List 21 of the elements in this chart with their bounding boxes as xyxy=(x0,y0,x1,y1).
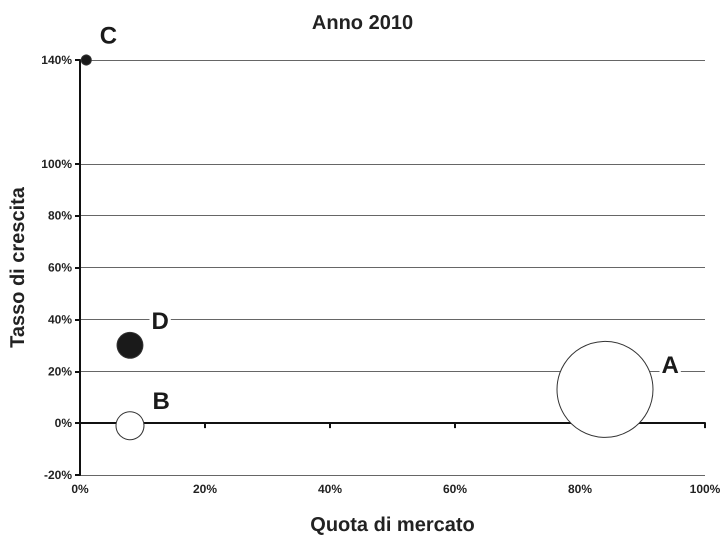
y-axis-title: Tasso di crescita xyxy=(7,186,29,348)
y-tick-label: 0% xyxy=(54,416,72,430)
series-label: C xyxy=(100,22,118,50)
x-tick-label: 100% xyxy=(690,482,721,496)
x-axis-title: Quota di mercato xyxy=(310,514,475,536)
y-tick-label: 40% xyxy=(48,312,72,326)
y-tick-label: 140% xyxy=(41,53,72,67)
series-label: D xyxy=(151,308,169,335)
series-label: A xyxy=(662,352,679,379)
chart-title: Anno 2010 xyxy=(312,12,414,34)
y-tick-label: 20% xyxy=(48,364,72,378)
x-tick-label: 60% xyxy=(442,482,468,496)
y-tick-label: -20% xyxy=(44,468,72,482)
y-tick-label: 60% xyxy=(48,260,72,274)
series-label: B xyxy=(152,388,170,416)
y-tick-label: 80% xyxy=(48,208,72,223)
y-tick-label: 100% xyxy=(41,156,72,171)
x-tick-label: 20% xyxy=(192,482,218,496)
x-tick-label: 40% xyxy=(318,482,342,496)
x-tick-label: 80% xyxy=(568,482,592,496)
x-tick-label: 0% xyxy=(71,482,89,496)
